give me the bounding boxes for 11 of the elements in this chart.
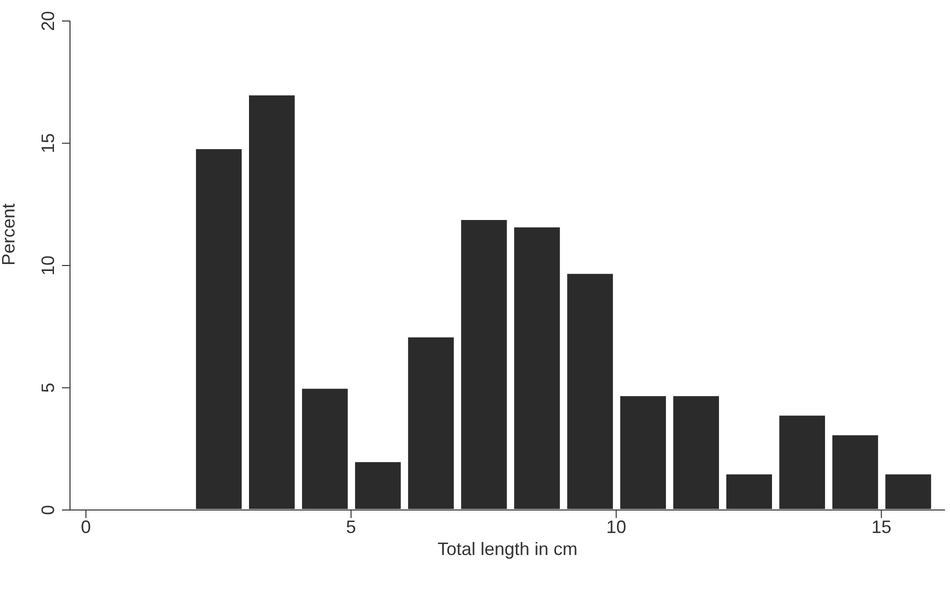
x-tick-label: 0 [80,516,91,537]
y-axis-title: Percent [0,203,18,266]
x-axis-title: Total length in cm [437,538,578,559]
y-tick-label: 5 [38,382,58,393]
x-tick-label: 15 [871,516,892,537]
y-tick-label: 20 [38,10,58,32]
y-tick-label: 15 [38,133,58,154]
x-tick-label: 10 [606,516,626,537]
y-tick-label: 10 [38,255,58,276]
y-tick-label: 0 [38,504,58,516]
x-tick-label: 5 [346,516,356,537]
